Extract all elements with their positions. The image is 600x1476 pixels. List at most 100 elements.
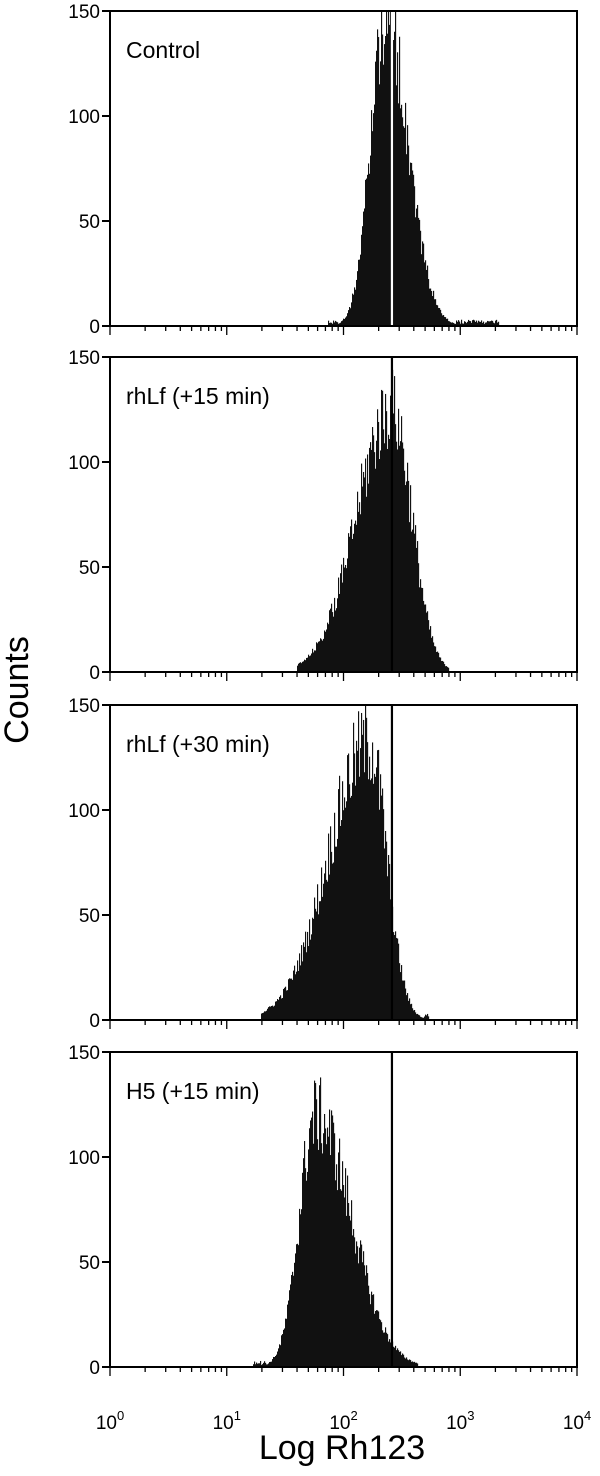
histogram-bin (332, 863, 334, 1020)
histogram-bin (449, 321, 451, 326)
histogram-bin (352, 538, 354, 672)
histogram-bin (328, 624, 330, 672)
histogram-bin (463, 323, 465, 326)
histogram-bin (420, 579, 422, 672)
histogram-bin (400, 1351, 402, 1367)
histogram-bin (301, 945, 303, 1020)
histogram-bin (386, 411, 388, 672)
histogram-bin (405, 485, 407, 672)
histogram-bin (367, 174, 369, 326)
histogram-bin (362, 226, 364, 326)
histogram-bin (277, 999, 279, 1020)
histogram-bin (381, 389, 383, 672)
histogram-bin (400, 972, 402, 1020)
histogram-bin (383, 1332, 385, 1367)
histogram-bin (373, 113, 375, 326)
histogram-bin (320, 1077, 322, 1367)
histogram-bin (362, 734, 364, 1020)
histogram-bin (293, 970, 295, 1020)
histogram-bin (323, 883, 325, 1020)
histogram-bin (380, 1320, 382, 1367)
histogram-bin (464, 321, 466, 326)
histogram-bin (398, 943, 400, 1020)
histogram-bin (272, 1005, 274, 1020)
histogram-bin (375, 61, 377, 327)
histogram-bin (326, 629, 328, 672)
histogram-bin (365, 179, 367, 326)
histogram-bin (384, 44, 386, 327)
histogram-bin (342, 781, 344, 1020)
histogram-bin (340, 1189, 342, 1367)
histogram-bin (490, 321, 492, 326)
histogram-bin (455, 323, 457, 326)
histogram-bin (353, 294, 355, 326)
histogram-bin (389, 863, 391, 1020)
histogram-bin (332, 323, 334, 326)
histogram-bin (282, 997, 284, 1020)
histogram-bin (395, 931, 397, 1020)
histogram-bin (378, 37, 380, 327)
histogram-bin (340, 825, 342, 1020)
histogram-bin (254, 1361, 256, 1367)
histogram-bin (303, 1158, 305, 1367)
histogram-bin (493, 322, 495, 326)
histogram-bin (433, 642, 435, 672)
histogram-bin (335, 846, 337, 1020)
histogram-bin (265, 1362, 267, 1367)
histogram-bin (349, 1215, 351, 1367)
histogram-bin (451, 322, 453, 326)
histogram-bin (387, 448, 389, 672)
histogram-bin (333, 862, 335, 1020)
histogram-bin (304, 946, 306, 1020)
histogram-bin (383, 64, 385, 327)
histogram-bin (489, 321, 491, 326)
histogram-bin (405, 1358, 407, 1367)
histogram-bin (365, 458, 367, 672)
histogram-bin (385, 830, 387, 1020)
histogram-bin (328, 1136, 330, 1367)
histogram-bin (298, 1245, 300, 1367)
histogram-bin (331, 851, 333, 1020)
histogram-bin (397, 52, 399, 326)
histogram-bin (468, 319, 470, 326)
histogram-bin (329, 610, 331, 672)
histogram-bin (308, 654, 310, 672)
histogram-bin (287, 1304, 289, 1367)
histogram-bin (366, 178, 368, 326)
histogram-bin (372, 427, 374, 672)
y-tick-label: 100 (68, 1148, 100, 1169)
histogram-bin (367, 1273, 369, 1367)
histogram-bin (349, 536, 351, 672)
histogram-bin (330, 608, 332, 672)
histogram-bin (399, 1351, 401, 1367)
histogram-bin (428, 279, 430, 326)
histogram-bin (386, 841, 388, 1020)
histogram-bin (337, 598, 339, 672)
histogram-panel: 0 50 100 150 H5 (+15 min) (68, 1043, 578, 1379)
histogram-bin (382, 390, 384, 672)
histogram-bin (492, 320, 494, 326)
histogram-bin (400, 108, 402, 326)
histogram-bin (312, 917, 314, 1020)
histogram-bin (344, 318, 346, 326)
histogram-bin (297, 1243, 299, 1367)
histogram-bin (265, 1011, 267, 1020)
histogram-bin (302, 661, 304, 672)
histogram-bin (447, 318, 449, 326)
histogram-bin (344, 1197, 346, 1367)
histogram-bin (414, 533, 416, 672)
histogram-bin (341, 820, 343, 1020)
histogram-bin (338, 789, 340, 1020)
histogram-bin (415, 1362, 417, 1367)
histogram-bin (417, 1363, 419, 1367)
histogram-bin (342, 320, 344, 326)
histogram-bin (395, 11, 397, 326)
histogram-bin (322, 896, 324, 1020)
histogram-bin (350, 1220, 352, 1367)
histogram-bin (284, 1328, 286, 1367)
histogram-bin (419, 1015, 421, 1020)
histogram-bin (307, 931, 309, 1020)
histogram-panel: 0 50 100 150 rhLf (+30 min) (68, 696, 578, 1032)
